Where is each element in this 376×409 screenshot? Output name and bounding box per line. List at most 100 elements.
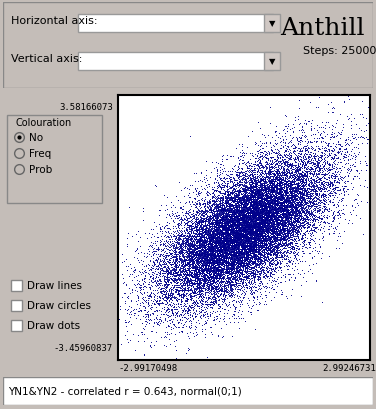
Point [226, 226, 232, 232]
Point [202, 239, 208, 246]
Point [243, 233, 249, 240]
Point [291, 186, 297, 192]
Point [237, 214, 243, 220]
Point [268, 199, 274, 205]
Point [321, 203, 327, 210]
Point [232, 227, 238, 234]
Point [288, 180, 294, 187]
Point [205, 247, 211, 254]
Point [260, 240, 266, 247]
Point [234, 244, 240, 251]
Point [222, 207, 228, 214]
Point [235, 239, 241, 246]
Point [247, 240, 253, 247]
Point [177, 271, 183, 278]
Point [158, 318, 164, 324]
Point [324, 154, 330, 161]
Point [248, 223, 254, 229]
Point [223, 233, 229, 240]
Point [230, 199, 237, 205]
Point [237, 198, 243, 204]
Point [248, 279, 254, 286]
Point [218, 262, 224, 269]
Point [252, 206, 258, 213]
Point [269, 213, 275, 220]
Point [140, 286, 146, 293]
Point [201, 274, 207, 280]
Point [196, 243, 202, 250]
Point [237, 294, 243, 301]
Point [196, 227, 202, 233]
Point [203, 234, 209, 240]
Point [244, 207, 250, 213]
Point [221, 245, 227, 251]
Point [269, 198, 275, 204]
Point [268, 245, 274, 252]
Point [227, 229, 233, 236]
Point [219, 228, 225, 235]
Point [201, 274, 207, 281]
Point [239, 269, 245, 276]
Point [200, 298, 206, 305]
Point [194, 265, 200, 272]
Point [250, 251, 256, 258]
Point [252, 200, 258, 206]
Point [162, 292, 168, 298]
Point [291, 209, 297, 215]
Point [194, 245, 200, 252]
Point [288, 265, 294, 271]
Point [282, 226, 288, 232]
Point [250, 277, 256, 283]
Point [268, 196, 274, 202]
Point [213, 260, 219, 266]
Point [235, 242, 241, 248]
Point [266, 259, 272, 265]
Point [334, 161, 340, 168]
Point [157, 320, 163, 326]
Point [265, 157, 271, 164]
Point [200, 277, 206, 284]
Point [205, 301, 211, 308]
Point [188, 253, 194, 260]
Point [363, 122, 369, 129]
Point [213, 220, 219, 227]
Point [219, 288, 225, 294]
Point [164, 277, 170, 284]
Point [243, 262, 249, 268]
Point [176, 261, 182, 267]
Point [310, 200, 316, 206]
Point [180, 254, 186, 261]
Point [239, 240, 245, 247]
Point [251, 225, 257, 231]
Point [224, 273, 230, 279]
Point [239, 167, 245, 173]
Point [198, 209, 204, 216]
Point [269, 194, 275, 201]
Point [208, 281, 214, 288]
Point [288, 189, 294, 196]
Point [224, 254, 230, 260]
Point [259, 200, 265, 206]
Point [191, 270, 197, 276]
Point [240, 150, 246, 156]
Point [212, 227, 218, 234]
Point [197, 225, 203, 232]
Point [205, 251, 211, 258]
Point [249, 236, 255, 243]
Point [215, 261, 221, 267]
Point [282, 183, 288, 190]
Point [245, 213, 251, 220]
Point [186, 254, 192, 260]
Point [299, 245, 305, 252]
Point [196, 274, 202, 280]
Point [240, 220, 246, 227]
Point [246, 215, 252, 221]
Point [257, 194, 263, 201]
Point [291, 163, 297, 169]
Point [282, 153, 288, 160]
Point [259, 211, 265, 217]
Point [211, 226, 217, 233]
Point [299, 174, 305, 181]
Point [238, 201, 244, 207]
Point [267, 229, 273, 235]
